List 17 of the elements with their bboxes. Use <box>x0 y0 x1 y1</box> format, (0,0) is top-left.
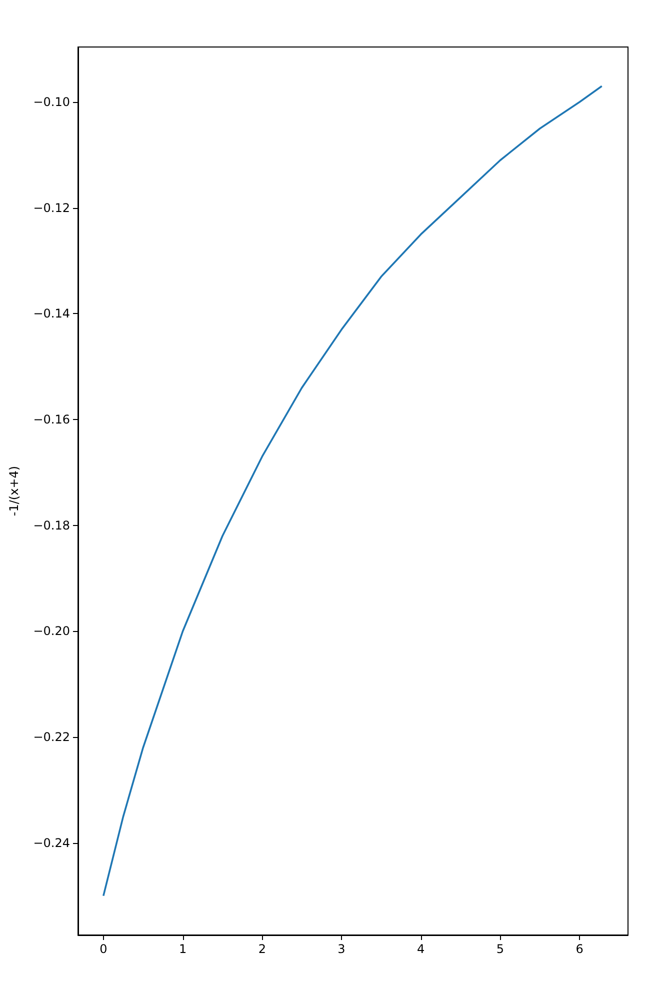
y-tick-label: −0.12 <box>33 200 70 215</box>
y-tick-label: −0.14 <box>33 306 70 321</box>
x-tick-label: 1 <box>178 942 187 956</box>
y-tick-label: −0.20 <box>33 624 70 638</box>
y-tick-label: −0.10 <box>33 95 70 110</box>
x-tick-label: 0 <box>100 942 108 956</box>
x-tick-label: 5 <box>496 942 504 956</box>
x-tick-label: 2 <box>258 942 266 956</box>
y-tick-label: −0.24 <box>33 836 70 850</box>
y-tick-label: −0.22 <box>33 730 70 744</box>
x-tick-label: 6 <box>576 942 584 956</box>
y-tick-label: −0.16 <box>33 412 70 427</box>
y-tick-label: −0.18 <box>33 518 70 532</box>
y-axis-title: -1/(x+4) <box>7 466 21 516</box>
line-series <box>102 85 603 897</box>
x-tick-label: 4 <box>417 942 425 956</box>
x-tick-label: 3 <box>338 942 346 956</box>
